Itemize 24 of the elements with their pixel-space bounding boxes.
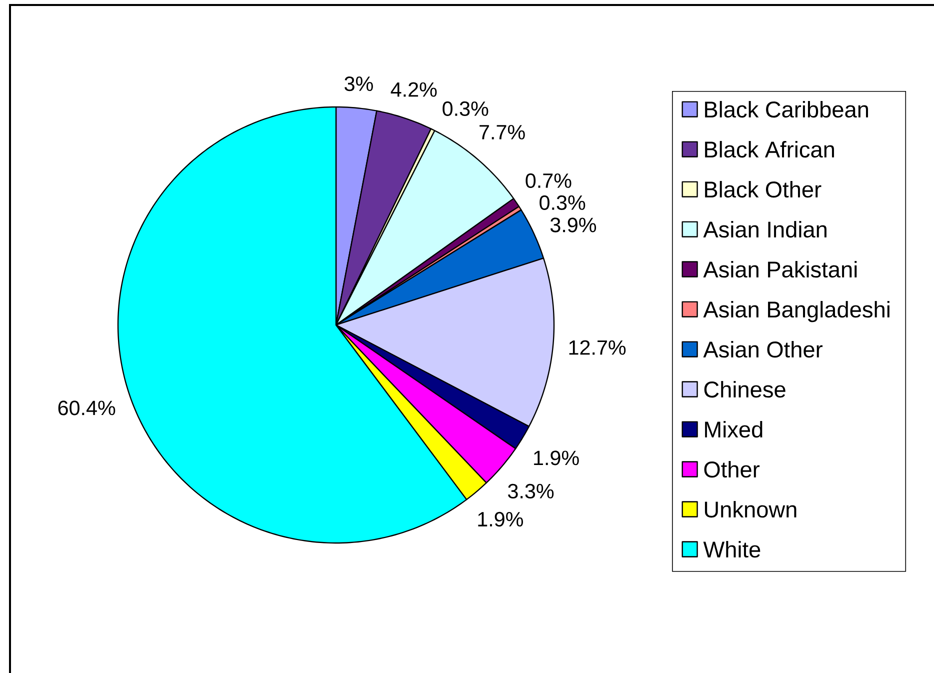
data-label: 7.7% [480, 124, 525, 140]
legend-label: Unknown [704, 500, 796, 518]
legend-label: Asian Indian [703, 220, 826, 238]
data-label: 4.2% [390, 82, 437, 97]
data-label: 0.3% [442, 101, 488, 116]
data-label: 3% [344, 76, 373, 92]
legend-label: Other [704, 460, 760, 478]
data-label: 12.7% [569, 340, 626, 355]
legend-label: Black Caribbean [705, 100, 868, 118]
legend-label: Mixed [705, 420, 762, 438]
data-label: 0.3% [540, 195, 586, 210]
data-label: 3.9% [550, 218, 596, 232]
legend-label: Black African [705, 140, 834, 158]
legend-label: Asian Bangladeshi [703, 300, 890, 322]
data-label: 60.4% [58, 400, 116, 416]
legend-label: Asian Other [703, 340, 822, 358]
data-label: 1.9% [534, 450, 579, 466]
data-label: 3.3% [508, 484, 554, 498]
legend-label: Black Other [705, 180, 822, 198]
data-label: 0.7% [526, 173, 572, 188]
legend-label: Asian Pakistani [703, 260, 857, 278]
legend-label: Chinese [704, 380, 786, 398]
data-label: 1.9% [478, 512, 523, 527]
legend-label: White [703, 540, 760, 558]
